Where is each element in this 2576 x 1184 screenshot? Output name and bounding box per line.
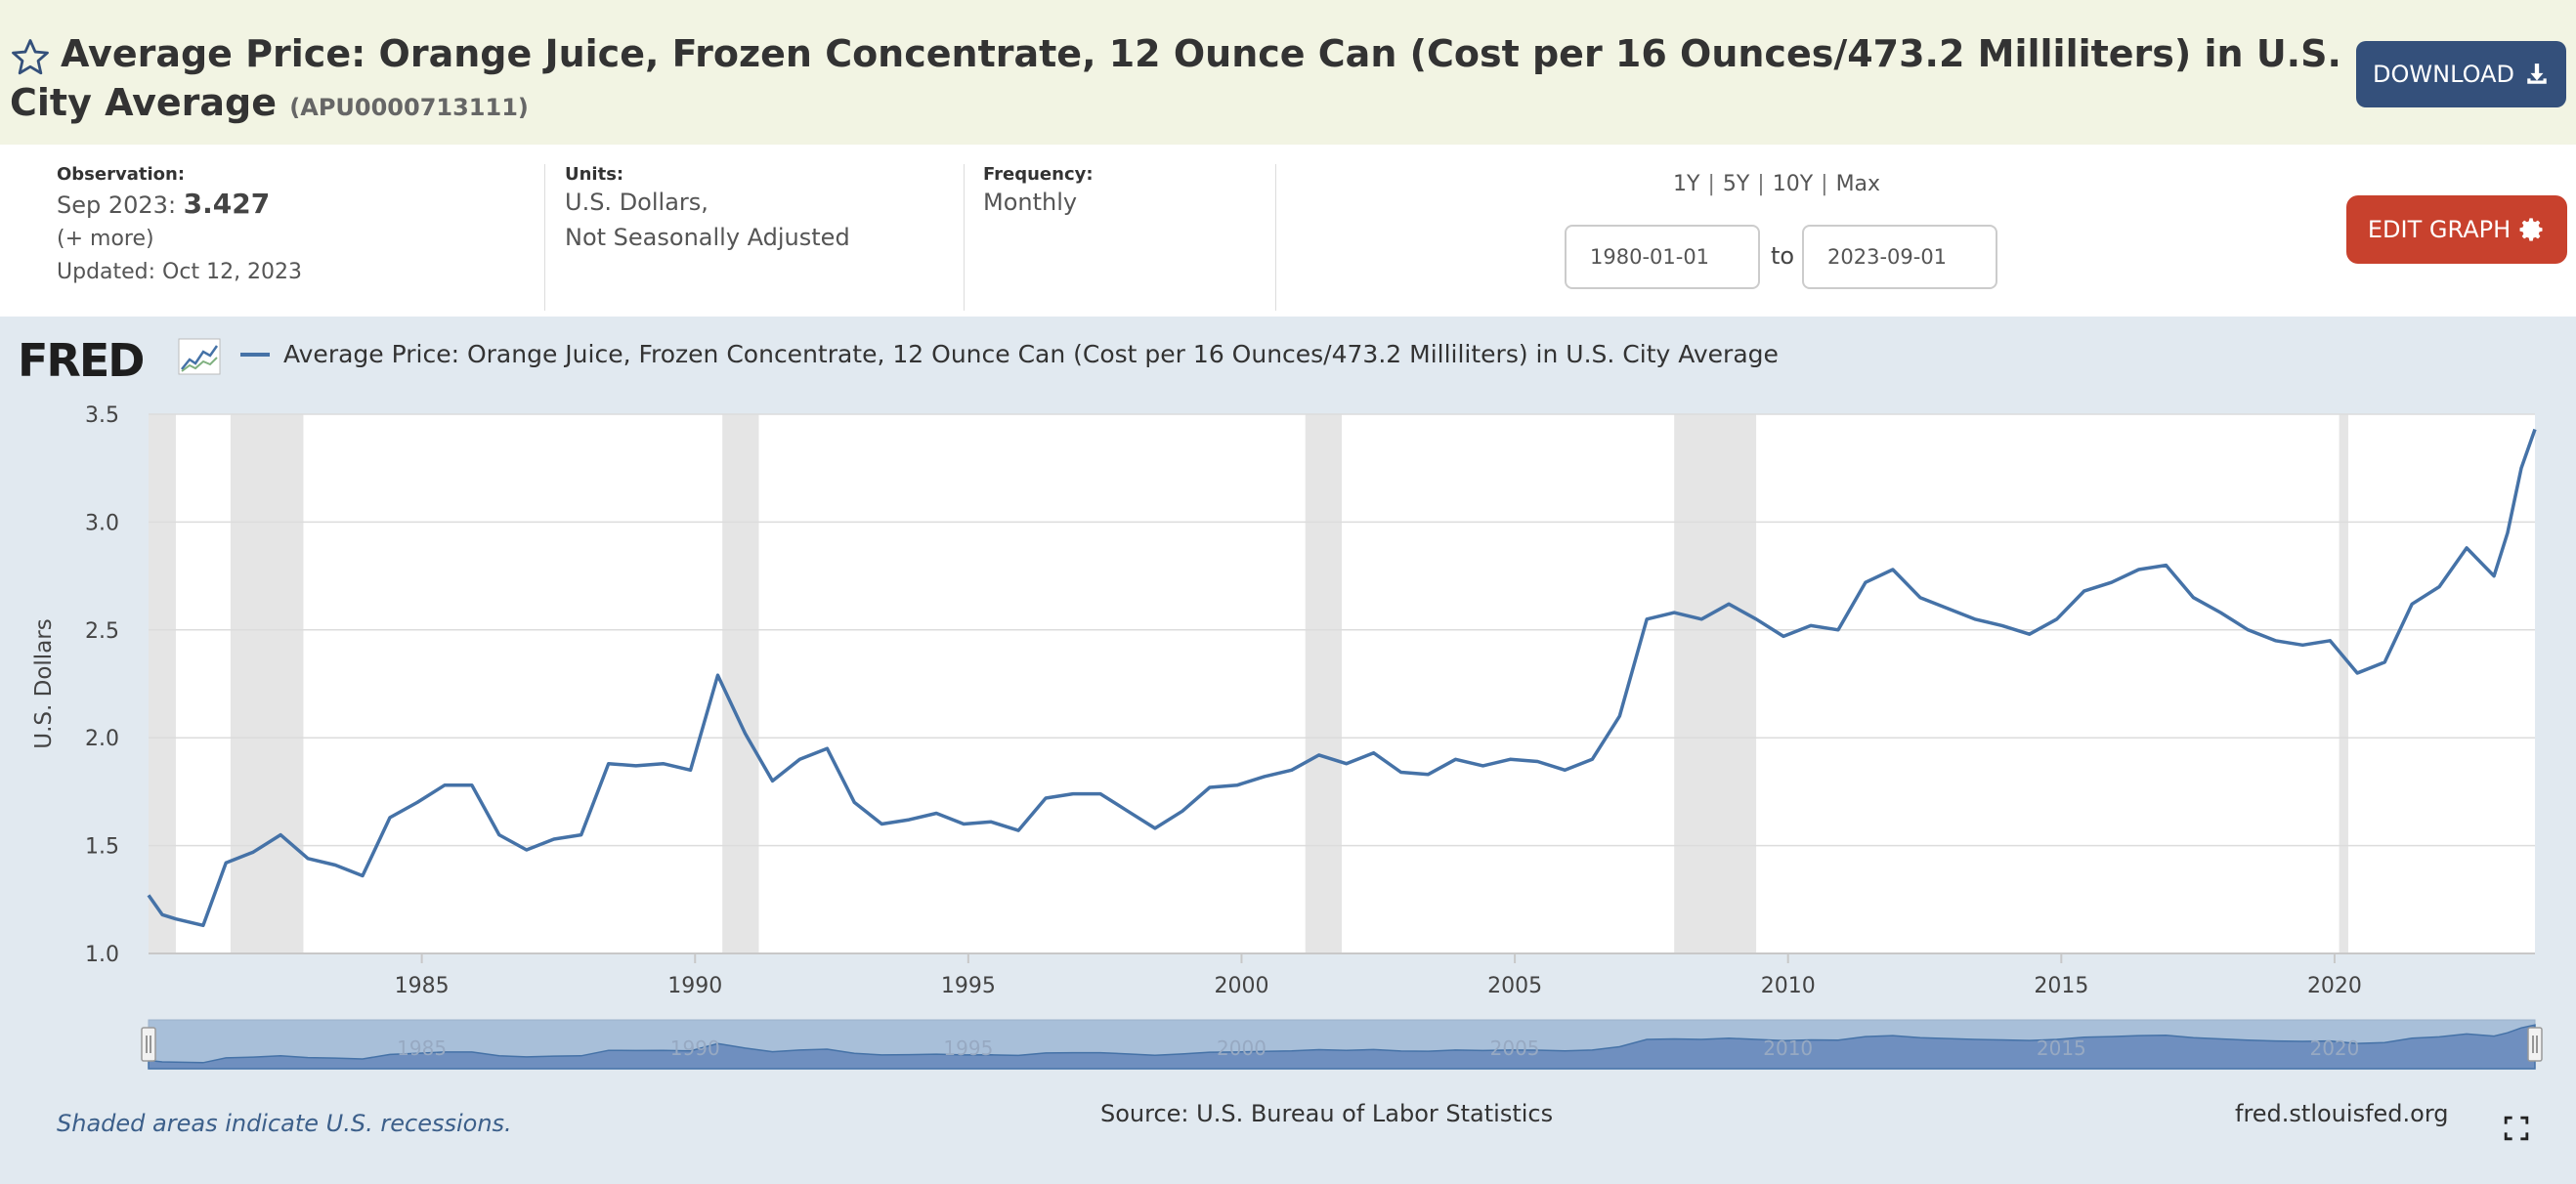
navigator-tick-label: 1985 bbox=[397, 1036, 447, 1060]
frequency-block: Frequency: Monthly bbox=[983, 164, 1094, 220]
y-tick-label: 3.0 bbox=[85, 511, 119, 535]
page-title: Average Price: Orange Juice, Frozen Conc… bbox=[10, 29, 2355, 132]
x-tick-label: 2020 bbox=[2307, 974, 2362, 998]
navigator-tick-label: 1990 bbox=[670, 1036, 720, 1060]
x-tick-label: 1995 bbox=[941, 974, 996, 998]
x-tick-label: 2010 bbox=[1761, 974, 1816, 998]
recession-note: Shaded areas indicate U.S. recessions. bbox=[57, 1110, 512, 1137]
expand-icon[interactable] bbox=[2504, 1116, 2529, 1141]
download-label: DOWNLOAD bbox=[2373, 61, 2514, 88]
star-outline-icon[interactable] bbox=[10, 37, 51, 78]
line-chart[interactable]: 1.0 1.5 2.0 2.5 3.0 3.5 U.S. Dollars 1985 1990 19… bbox=[0, 317, 2576, 1098]
x-tick-label: 2005 bbox=[1487, 974, 1542, 998]
start-date-input[interactable]: 1980-01-01 bbox=[1565, 225, 1760, 289]
line-graph-icon bbox=[178, 338, 221, 375]
observation-date: Sep 2023: bbox=[57, 191, 177, 219]
x-tick-label: 2000 bbox=[1214, 974, 1268, 998]
recession-band bbox=[230, 414, 304, 953]
navigator-series bbox=[148, 1024, 2536, 1070]
navigator-handle[interactable] bbox=[2527, 1027, 2543, 1062]
recession-band bbox=[149, 414, 176, 953]
y-axis-label: U.S. Dollars bbox=[31, 618, 57, 748]
units-line1: U.S. Dollars, bbox=[565, 189, 708, 216]
y-tick-label: 3.5 bbox=[85, 403, 119, 428]
range-5y[interactable]: 5Y bbox=[1722, 172, 1750, 196]
x-tick-label: 1985 bbox=[395, 974, 450, 998]
legend-swatch bbox=[240, 352, 270, 357]
navigator-tick-label: 2015 bbox=[2037, 1036, 2086, 1060]
range-max[interactable]: Max bbox=[1835, 172, 1881, 196]
recession-band bbox=[2339, 414, 2348, 953]
source-text: Source: U.S. Bureau of Labor Statistics bbox=[1100, 1100, 1554, 1127]
y-tick-label: 2.5 bbox=[85, 619, 119, 644]
gear-icon bbox=[2519, 218, 2543, 241]
download-button[interactable]: DOWNLOAD bbox=[2356, 41, 2566, 107]
y-tick-label: 2.0 bbox=[85, 727, 119, 751]
recession-band bbox=[1674, 414, 1757, 953]
y-tick-label: 1.0 bbox=[85, 943, 119, 967]
chart-legend: Average Price: Orange Juice, Frozen Conc… bbox=[240, 340, 1779, 368]
more-link[interactable]: (+ more) bbox=[57, 227, 154, 251]
navigator-handle[interactable] bbox=[141, 1027, 156, 1062]
x-tick-label: 2015 bbox=[2034, 974, 2088, 998]
divider bbox=[964, 164, 965, 311]
series-line bbox=[147, 428, 2537, 928]
divider bbox=[1275, 164, 1276, 311]
series-meta: Observation: Sep 2023: 3.427 (+ more) Up… bbox=[0, 145, 2576, 317]
header: Average Price: Orange Juice, Frozen Conc… bbox=[0, 0, 2576, 145]
recession-band bbox=[1305, 414, 1342, 953]
download-icon bbox=[2527, 63, 2547, 84]
y-tick-label: 1.5 bbox=[85, 835, 119, 860]
navigator-tick-label: 2020 bbox=[2309, 1036, 2359, 1060]
to-label: to bbox=[1771, 242, 1795, 270]
navigator-tick-label: 2005 bbox=[1490, 1036, 1540, 1060]
fred-url[interactable]: fred.stlouisfed.org bbox=[2235, 1100, 2449, 1127]
observation-block: Observation: Sep 2023: 3.427 (+ more) Up… bbox=[57, 164, 302, 289]
units-label: Units: bbox=[565, 164, 624, 185]
units-block: Units: U.S. Dollars, Not Seasonally Adju… bbox=[565, 164, 850, 255]
fred-logo: FRED bbox=[18, 334, 145, 387]
series-title: Average Price: Orange Juice, Frozen Conc… bbox=[10, 32, 2341, 124]
frequency-label: Frequency: bbox=[983, 164, 1094, 185]
range-separator: | bbox=[1707, 172, 1715, 196]
range-1y[interactable]: 1Y bbox=[1673, 172, 1700, 196]
edit-graph-button[interactable]: EDIT GRAPH bbox=[2346, 195, 2567, 264]
navigator-tick-label: 2000 bbox=[1217, 1036, 1267, 1060]
navigator-tick-label: 1995 bbox=[943, 1036, 993, 1060]
legend-label: Average Price: Orange Juice, Frozen Conc… bbox=[283, 340, 1779, 368]
graph-panel: FRED Average Price: Orange Juice, Frozen… bbox=[0, 317, 2576, 1184]
recession-band bbox=[722, 414, 759, 953]
range-selector: 1Y | 5Y | 10Y | Max bbox=[1673, 172, 1880, 196]
divider bbox=[544, 164, 545, 311]
updated-date: Updated: Oct 12, 2023 bbox=[57, 260, 303, 284]
range-separator: | bbox=[1757, 172, 1765, 196]
observation-label: Observation: bbox=[57, 164, 186, 185]
range-separator: | bbox=[1821, 172, 1828, 196]
units-line2: Not Seasonally Adjusted bbox=[565, 224, 850, 251]
x-tick-label: 1990 bbox=[667, 974, 722, 998]
edit-graph-label: EDIT GRAPH bbox=[2367, 216, 2512, 243]
observation-value: 3.427 bbox=[183, 188, 271, 220]
frequency-value: Monthly bbox=[983, 189, 1078, 216]
series-id: (APU0000713111) bbox=[289, 94, 529, 121]
end-date-input[interactable]: 2023-09-01 bbox=[1802, 225, 1997, 289]
navigator-tick-label: 2010 bbox=[1763, 1036, 1813, 1060]
range-10y[interactable]: 10Y bbox=[1772, 172, 1814, 196]
